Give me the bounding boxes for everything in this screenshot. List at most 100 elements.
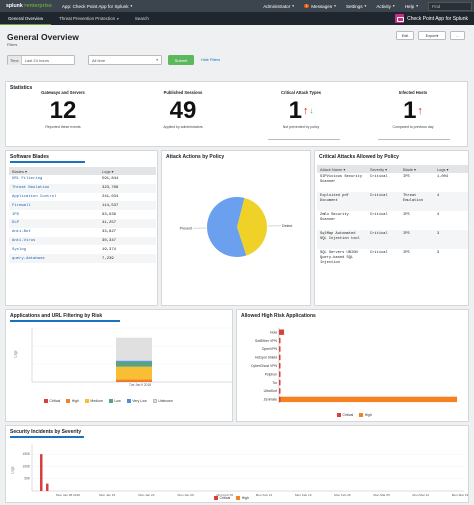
menu-messages[interactable]: 1 Messages ▾: [304, 4, 336, 9]
pie-slice-detect[interactable]: [237, 197, 267, 256]
time-range-picker[interactable]: All time ▾: [88, 55, 162, 65]
stat-value: 1: [288, 97, 302, 124]
column-header[interactable]: Attack Name ▾: [317, 165, 367, 173]
menu-settings[interactable]: Settings ▾: [346, 4, 366, 9]
table-row[interactable]: Syslog 19,374: [9, 245, 156, 254]
bar-critical[interactable]: [279, 363, 281, 369]
blade-name-cell: query-database: [9, 254, 99, 263]
table-row[interactable]: URL Filtering 591,844: [9, 175, 156, 184]
app-nav-bar: General Overview Threat Prevention Prote…: [0, 12, 474, 25]
bar-critical[interactable]: [279, 346, 281, 352]
logs-cell: 33,827: [102, 230, 117, 235]
stat-value-wrap: 1↑↓: [256, 99, 346, 123]
table-row[interactable]: SIPVicious Security Scanner Critical IPS 1,…: [317, 173, 468, 192]
high-risk-apps-panel: Allowed High Risk Applications Hola SoftE…: [236, 309, 469, 422]
menu-activity[interactable]: Activity ▾: [376, 4, 394, 9]
legend-item[interactable]: Unknown: [152, 399, 173, 403]
menu-help[interactable]: Help ▾: [405, 4, 418, 9]
legend-item[interactable]: Critical: [44, 399, 60, 403]
bar-critical[interactable]: [279, 396, 281, 403]
more-button[interactable]: ...: [450, 31, 465, 40]
bar-critical[interactable]: [279, 371, 281, 377]
edit-button[interactable]: Edit: [396, 31, 414, 40]
bar-critical[interactable]: [279, 329, 285, 335]
bar-segment-unknown[interactable]: [116, 337, 152, 361]
top-right-menus: Administrator ▾ 1 Messages ▾ Settings ▾ Acti…: [263, 0, 474, 12]
chevron-down-icon: ▾: [392, 4, 395, 8]
hide-filters-link[interactable]: Hide Filters: [201, 58, 221, 62]
x-tick-label: Mon Mar 12: [413, 493, 430, 497]
table-row[interactable]: query-database 7,239: [9, 254, 156, 263]
blade-name-cell: IPS: [12, 212, 20, 217]
table-row[interactable]: Anti-Virus 30,347: [9, 236, 156, 246]
severity-cell: Critical: [370, 175, 388, 179]
find-input[interactable]: Find: [428, 1, 472, 11]
table-row[interactable]: SqlMap Automated SQL Injection tool Criti…: [317, 230, 468, 249]
table-row[interactable]: Application Control 241,034: [9, 193, 156, 202]
export-button[interactable]: Export ▾: [418, 31, 446, 40]
chevron-down-icon: ▾: [364, 4, 367, 8]
x-tick-label: Mon Feb 19: [295, 493, 312, 497]
legend-swatch: [126, 399, 131, 403]
stat-label: Published Sessions: [163, 90, 203, 95]
x-tick-label: Mon Jan 22: [138, 493, 154, 497]
x-tick-label: Mon Mar 19: [452, 493, 469, 497]
app-menu[interactable]: App: Check Point App for Splunk ▾: [62, 4, 132, 9]
splunk-logo[interactable]: splunk >enterprise: [6, 3, 52, 9]
chart-legend: Critical High: [337, 413, 372, 417]
menu-label: Administrator: [263, 3, 291, 9]
legend-item[interactable]: Low: [108, 399, 121, 403]
bar-segment-high[interactable]: [116, 379, 152, 382]
legend-item[interactable]: Critical: [214, 496, 230, 500]
legend-item[interactable]: High: [359, 413, 372, 417]
bar-segment-very-low[interactable]: [116, 360, 152, 362]
menu-administrator[interactable]: Administrator ▾: [263, 4, 294, 9]
table-row[interactable]: DLP 41,257: [9, 218, 156, 228]
bar-critical[interactable]: [279, 337, 281, 344]
table-row[interactable]: SQL Servers UNION Query-based SQL Inject…: [317, 249, 468, 268]
table-row[interactable]: Threat Emulation 323,768: [9, 183, 156, 193]
table-row[interactable]: IPS 93,936: [9, 210, 156, 219]
header-label: Severity: [370, 166, 385, 172]
table-row[interactable]: Firewall 114,537: [9, 201, 156, 211]
bar-segment-medium[interactable]: [116, 366, 152, 380]
column-header[interactable]: Logs ▾: [99, 167, 156, 175]
logs-cell: 3: [434, 230, 468, 249]
bar-critical[interactable]: [40, 454, 43, 491]
nav-threat-prevention[interactable]: Threat Prevention Protection ▾: [51, 12, 127, 25]
bar-critical[interactable]: [46, 483, 49, 491]
blade-cell: IPS: [400, 230, 434, 249]
logs-cell: 4: [434, 192, 468, 211]
bar-segment-low[interactable]: [116, 361, 152, 367]
bar-critical[interactable]: [279, 354, 281, 361]
pie-label: Prevent: [180, 226, 192, 230]
bar-high[interactable]: [280, 396, 458, 403]
time-filter[interactable]: Time Last 24 hours: [7, 55, 75, 65]
legend-item[interactable]: Critical: [337, 413, 353, 417]
nav-search[interactable]: Search: [127, 12, 157, 25]
nav-general-overview[interactable]: General Overview: [0, 12, 52, 25]
bar-critical[interactable]: [279, 388, 281, 394]
chevron-down-icon: ▾: [117, 16, 119, 21]
column-header[interactable]: Blades ▾: [9, 167, 99, 175]
table-row[interactable]: ZmEu Security Scanner Critical IPS 4: [317, 211, 468, 230]
legend-item[interactable]: Very Low: [126, 399, 147, 403]
pie-slice-prevent[interactable]: [207, 197, 247, 257]
column-header[interactable]: Blade ▾: [400, 165, 434, 173]
column-header[interactable]: Logs ▾: [434, 165, 468, 173]
submit-button[interactable]: Submit: [168, 55, 194, 65]
title-underline: [10, 436, 84, 438]
column-header[interactable]: Severity ▾: [367, 165, 400, 173]
category-label: Hotspot Shield: [255, 356, 277, 360]
x-tick-label: Mon Jan 15: [99, 493, 115, 497]
severity-cell: Critical: [367, 192, 400, 211]
table-row[interactable]: Anti-Bot 33,827: [9, 228, 156, 237]
stat-label: Infected Hosts: [398, 90, 428, 95]
legend-swatch: [337, 413, 341, 417]
legend-item[interactable]: High: [66, 399, 79, 403]
table-row[interactable]: Exploited pdf Document Critical Threat Emu…: [317, 192, 468, 211]
legend-item[interactable]: High: [236, 496, 249, 500]
logs-cell: 4: [437, 213, 440, 217]
bar-critical[interactable]: [279, 379, 281, 386]
legend-item[interactable]: Medium: [84, 399, 103, 403]
